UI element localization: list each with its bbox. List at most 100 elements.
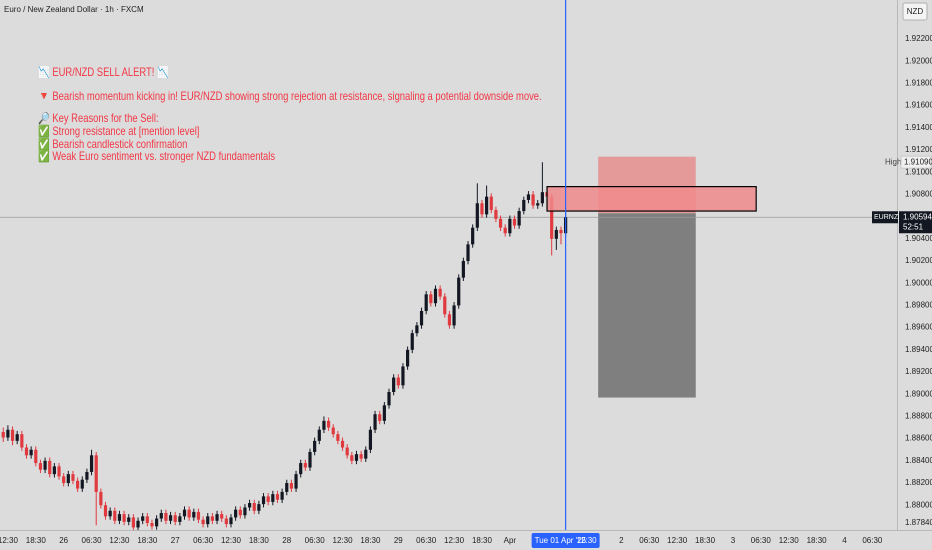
- candle-body: [485, 196, 489, 215]
- y-tick-label: 1.91600: [905, 101, 932, 110]
- candle-body: [210, 516, 214, 521]
- candle-body: [322, 420, 326, 430]
- annotation-line: ✅ Bearish candlestick confirmation: [38, 137, 188, 151]
- candle-body: [164, 513, 168, 521]
- candle-body: [178, 516, 182, 522]
- candle-body: [80, 479, 84, 489]
- annotation-line: ✅ Strong resistance at [mention level]: [38, 124, 199, 138]
- candle-body: [275, 494, 280, 500]
- candle-body: [206, 516, 210, 525]
- candle-body: [29, 449, 33, 456]
- high-value: 1.91090: [904, 157, 932, 166]
- candle-body: [117, 514, 122, 521]
- y-tick-label: 1.87840: [905, 518, 932, 527]
- x-tick-label: 28: [282, 536, 291, 545]
- candle-body: [173, 515, 177, 522]
- x-tick-label: Apr: [504, 536, 517, 545]
- y-tick-label: 1.92000: [905, 56, 932, 65]
- y-tick-label: 1.88000: [905, 500, 932, 509]
- y-tick-label: 1.88600: [905, 434, 932, 443]
- candle-body: [508, 218, 512, 234]
- candle-body: [6, 429, 10, 438]
- candle-body: [57, 466, 61, 477]
- candle-body: [424, 294, 428, 311]
- plot-area: [0, 0, 897, 530]
- candle-body: [550, 196, 554, 239]
- candle-body: [48, 460, 52, 475]
- candle-body: [517, 211, 521, 226]
- candle-body: [531, 194, 535, 206]
- candle-body: [141, 516, 145, 521]
- candle-body: [136, 520, 140, 528]
- x-tick-label: 12:30: [779, 536, 800, 545]
- x-tick-label: 06:30: [639, 536, 660, 545]
- x-tick-label: 12:30: [444, 536, 465, 545]
- candle-body: [340, 440, 345, 448]
- candle-body: [475, 203, 479, 228]
- candle-body: [196, 511, 201, 520]
- candle-body: [201, 519, 205, 525]
- crosshair-label-box: [531, 533, 600, 548]
- candle-body: [168, 515, 173, 521]
- annotation-line: 🔎 Key Reasons for the Sell:: [38, 110, 159, 125]
- y-tick-label: 1.88200: [905, 478, 932, 487]
- annotation-line: ✅ Weak Euro sentiment vs. stronger NZD f…: [38, 149, 275, 163]
- candle-body: [266, 496, 270, 502]
- candle-body: [159, 513, 163, 519]
- candle-body: [396, 377, 400, 386]
- candle-body: [326, 420, 331, 428]
- candle-body: [238, 509, 242, 516]
- x-tick-label: 12:30: [0, 536, 18, 545]
- candle-body: [461, 261, 465, 278]
- y-tick-label: 1.88800: [905, 412, 932, 421]
- high-value-box: [900, 155, 932, 169]
- y-tick-label: 1.88400: [905, 456, 932, 465]
- y-tick-label: 1.89000: [905, 389, 932, 398]
- candle-body: [43, 460, 47, 470]
- candle-body: [131, 517, 135, 528]
- candle-body: [443, 296, 447, 315]
- candle-body: [498, 218, 503, 228]
- candle-body: [257, 504, 261, 511]
- candle-body: [503, 227, 507, 234]
- x-tick-label: 26: [59, 536, 68, 545]
- candle-body: [215, 514, 219, 521]
- candle-body: [452, 305, 456, 326]
- x-tick-label: 29: [394, 536, 403, 545]
- candle-body: [145, 516, 149, 524]
- last-price-box: [899, 211, 932, 234]
- candle-body: [85, 471, 89, 480]
- candle-body: [103, 505, 108, 517]
- candle-body: [224, 518, 228, 525]
- candle-body: [368, 429, 373, 450]
- candle-body: [192, 511, 196, 518]
- candle-body: [447, 314, 452, 326]
- y-tick-label: 1.89400: [905, 345, 932, 354]
- candle-body: [220, 514, 224, 519]
- candle-body: [336, 434, 340, 441]
- candle-body: [299, 463, 303, 475]
- candle-body: [261, 496, 266, 505]
- candle-body: [76, 480, 80, 489]
- candle-body: [415, 325, 419, 334]
- candle-body: [554, 229, 558, 239]
- crosshair-date: Tue 01 Apr '25: [535, 536, 587, 545]
- currency-label[interactable]: NZD: [907, 7, 924, 16]
- candle-body: [354, 454, 359, 461]
- x-tick-label: 06:30: [305, 536, 326, 545]
- candle-body: [364, 449, 368, 459]
- candle-body: [24, 447, 29, 456]
- y-tick-label: 1.90400: [905, 234, 932, 243]
- y-tick-label: 1.89600: [905, 323, 932, 332]
- candle-body: [308, 451, 312, 468]
- x-tick-label: 2: [619, 536, 624, 545]
- y-tick-label: 1.92200: [905, 34, 932, 43]
- candle-body: [401, 366, 405, 386]
- y-tick-label: 1.90200: [905, 256, 932, 265]
- candle-body: [489, 196, 493, 210]
- candle-body: [122, 514, 126, 522]
- candle-body: [410, 333, 414, 350]
- currency-button[interactable]: [902, 2, 928, 21]
